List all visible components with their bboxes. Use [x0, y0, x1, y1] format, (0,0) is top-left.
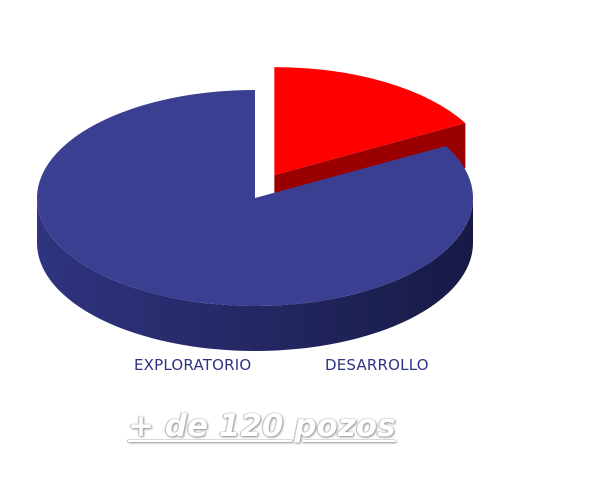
wells-count-caption: + de 120 pozos — [128, 408, 396, 444]
pie-slice-side-exploratorio — [37, 198, 473, 351]
legend-label-exploratorio: EXPLORATORIO — [134, 356, 252, 374]
pie-slice-top-exploratorio — [36, 90, 473, 306]
pie-slice-top-desarrollo — [274, 67, 466, 176]
pie-slice-exploratorio — [36, 90, 473, 351]
legend-label-desarrollo: DESARROLLO — [325, 356, 429, 374]
